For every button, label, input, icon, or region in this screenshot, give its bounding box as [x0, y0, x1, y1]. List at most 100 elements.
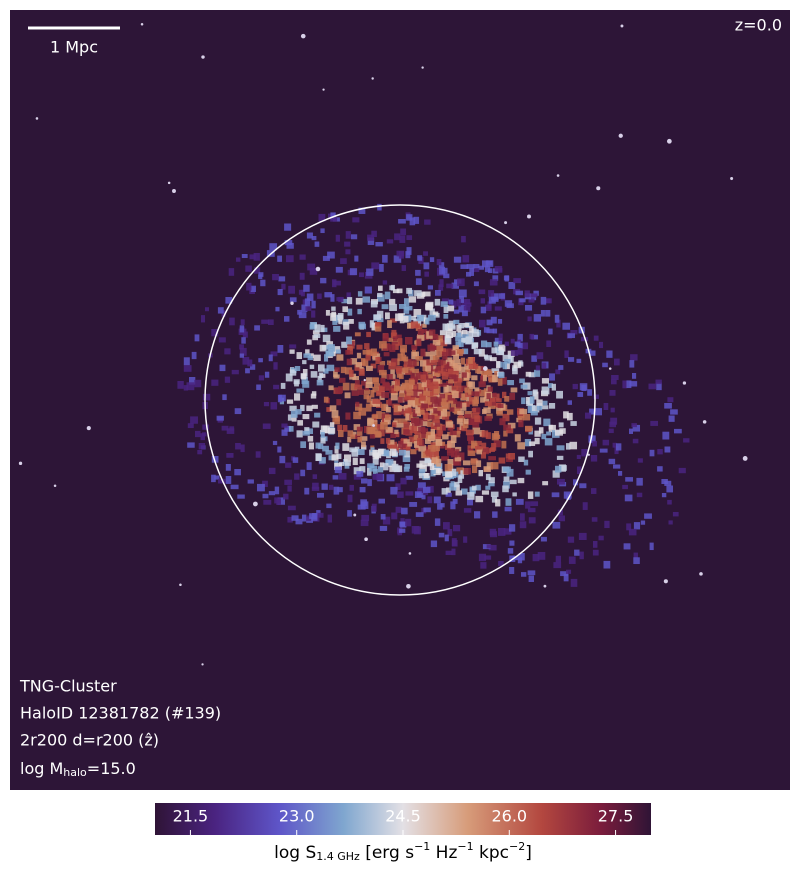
emission-pixel — [442, 415, 450, 420]
emission-pixel — [463, 536, 468, 543]
emission-pixel — [262, 423, 271, 429]
emission-pixel — [345, 231, 351, 239]
emission-pixel — [435, 290, 441, 296]
emission-pixel — [268, 467, 276, 475]
emission-pixel — [446, 283, 454, 289]
emission-pixel — [674, 428, 682, 434]
emission-pixel — [198, 443, 206, 450]
emission-pixel — [187, 442, 195, 448]
emission-pixel — [287, 505, 296, 511]
emission-pixel — [302, 369, 308, 376]
emission-pixel — [472, 465, 478, 474]
emission-pixel — [357, 437, 362, 443]
colorbar-label: log S1.4 GHz [erg s−1 Hz−1 kpc−2] — [274, 840, 532, 863]
emission-pixel — [465, 368, 470, 373]
emission-pixel — [531, 405, 540, 413]
emission-pixel — [261, 319, 270, 324]
emission-pixel — [431, 469, 436, 474]
emission-pixel — [396, 372, 402, 378]
emission-pixel — [226, 428, 235, 434]
mass-label: log Mhalo=15.0 — [20, 759, 136, 780]
emission-pixel — [484, 555, 492, 560]
emission-pixel — [270, 351, 278, 357]
point-source — [596, 186, 601, 191]
emission-pixel — [519, 521, 527, 529]
emission-pixel — [427, 496, 433, 504]
emission-pixel — [433, 408, 442, 416]
emission-pixel — [549, 403, 556, 409]
emission-pixel — [211, 456, 219, 463]
emission-pixel — [317, 293, 322, 299]
emission-pixel — [452, 499, 458, 504]
emission-pixel — [557, 478, 565, 485]
cbar-label-sup: −1 — [457, 840, 473, 853]
emission-pixel — [334, 445, 339, 454]
emission-pixel — [491, 496, 498, 503]
emission-pixel — [527, 570, 536, 576]
emission-pixel — [401, 265, 406, 272]
emission-pixel — [423, 251, 429, 256]
emission-pixel — [385, 406, 391, 413]
emission-pixel — [475, 440, 482, 446]
emission-pixel — [610, 417, 618, 425]
emission-pixel — [451, 385, 459, 391]
emission-pixel — [555, 429, 563, 436]
emission-pixel — [453, 399, 458, 404]
emission-pixel — [319, 344, 327, 352]
emission-pixel — [425, 414, 430, 419]
emission-pixel — [406, 247, 412, 255]
emission-pixel — [320, 324, 325, 333]
emission-pixel — [451, 300, 457, 308]
emission-pixel — [423, 473, 430, 479]
emission-pixel — [486, 328, 495, 334]
emission-pixel — [200, 433, 205, 441]
emission-pixel — [367, 418, 374, 427]
emission-pixel — [407, 358, 413, 367]
emission-pixel — [439, 382, 447, 387]
emission-pixel — [558, 515, 566, 522]
emission-pixel — [455, 490, 463, 496]
emission-pixel — [418, 383, 425, 390]
emission-pixel — [439, 393, 446, 399]
emission-pixel — [527, 491, 534, 499]
emission-pixel — [475, 484, 481, 491]
emission-pixel — [426, 421, 434, 427]
emission-pixel — [361, 380, 367, 386]
emission-pixel — [382, 516, 391, 525]
emission-pixel — [375, 322, 382, 327]
emission-pixel — [371, 414, 378, 419]
emission-pixel — [486, 462, 493, 470]
emission-pixel — [345, 349, 350, 355]
emission-pixel — [377, 294, 385, 302]
emission-pixel — [183, 365, 192, 372]
emission-pixel — [394, 233, 401, 241]
emission-pixel — [420, 360, 427, 367]
emission-pixel — [371, 230, 377, 238]
emission-pixel — [412, 359, 417, 367]
emission-pixel — [432, 415, 440, 423]
emission-pixel — [297, 420, 304, 426]
emission-pixel — [626, 380, 632, 389]
emission-pixel — [241, 337, 246, 344]
emission-pixel — [358, 407, 367, 416]
emission-pixel — [317, 492, 324, 498]
emission-pixel — [577, 466, 582, 475]
emission-pixel — [347, 347, 354, 355]
emission-pixel — [272, 440, 278, 445]
emission-pixel — [498, 268, 503, 273]
emission-pixel — [310, 371, 318, 378]
emission-pixel — [432, 355, 440, 363]
emission-pixel — [319, 457, 326, 464]
emission-pixel — [487, 301, 492, 309]
emission-pixel — [334, 367, 340, 372]
emission-pixel — [249, 254, 256, 260]
emission-pixel — [345, 412, 351, 420]
emission-pixel — [498, 528, 506, 536]
emission-pixel — [322, 445, 329, 452]
emission-pixel — [464, 387, 470, 393]
emission-pixel — [322, 334, 331, 343]
emission-pixel — [321, 483, 328, 490]
point-source — [608, 367, 612, 370]
emission-pixel — [534, 369, 541, 377]
emission-pixel — [591, 488, 597, 494]
